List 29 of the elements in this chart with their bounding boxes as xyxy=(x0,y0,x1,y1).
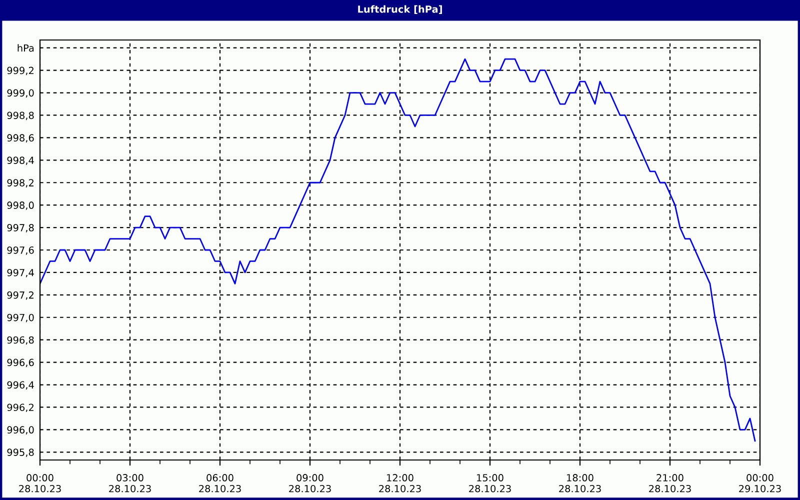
y-tick-label: 998,4 xyxy=(7,156,34,165)
y-tick-label: 996,4 xyxy=(7,381,34,390)
y-tick-label: 997,8 xyxy=(7,224,34,232)
x-tick-label: 03:00 28.10.23 xyxy=(109,474,151,492)
y-tick-label: 999,2 xyxy=(7,66,34,76)
x-tick-label: 06:00 28.10.23 xyxy=(199,474,241,492)
y-tick-label: 997,2 xyxy=(7,291,34,300)
y-tick-label: 996,2 xyxy=(7,404,34,412)
y-tick-label: 999,0 xyxy=(7,89,34,98)
chart-title: Luftdruck [hPa] xyxy=(358,5,442,14)
y-tick-label: 996,8 xyxy=(7,336,34,345)
x-tick-label: 15:00 28.10.23 xyxy=(469,474,511,492)
y-tick-label: 996,0 xyxy=(7,426,34,435)
y-tick-label: hPa xyxy=(18,44,34,52)
x-tick-label: 18:00 28.10.23 xyxy=(559,474,601,492)
y-tick-label: 997,6 xyxy=(7,246,34,255)
y-tick-label: 997,0 xyxy=(7,314,34,322)
y-tick-label: 998,2 xyxy=(7,179,34,188)
y-tick-label: 997,4 xyxy=(7,268,34,278)
x-tick-label: 09:00 28.10.23 xyxy=(289,474,331,492)
y-tick-label: 998,6 xyxy=(7,134,34,143)
y-tick-label: 998,0 xyxy=(7,202,34,210)
x-tick-label: 21:00 28.10.23 xyxy=(649,474,691,492)
y-tick-label: 995,8 xyxy=(7,448,34,457)
x-tick-label: 12:00 28.10.23 xyxy=(379,474,421,492)
y-tick-label: 998,8 xyxy=(7,112,34,120)
x-tick-label: 00:00 29.10.23 xyxy=(739,474,781,492)
x-tick-label: 00:00 28.10.23 xyxy=(19,474,61,492)
y-tick-label: 996,6 xyxy=(7,358,34,368)
